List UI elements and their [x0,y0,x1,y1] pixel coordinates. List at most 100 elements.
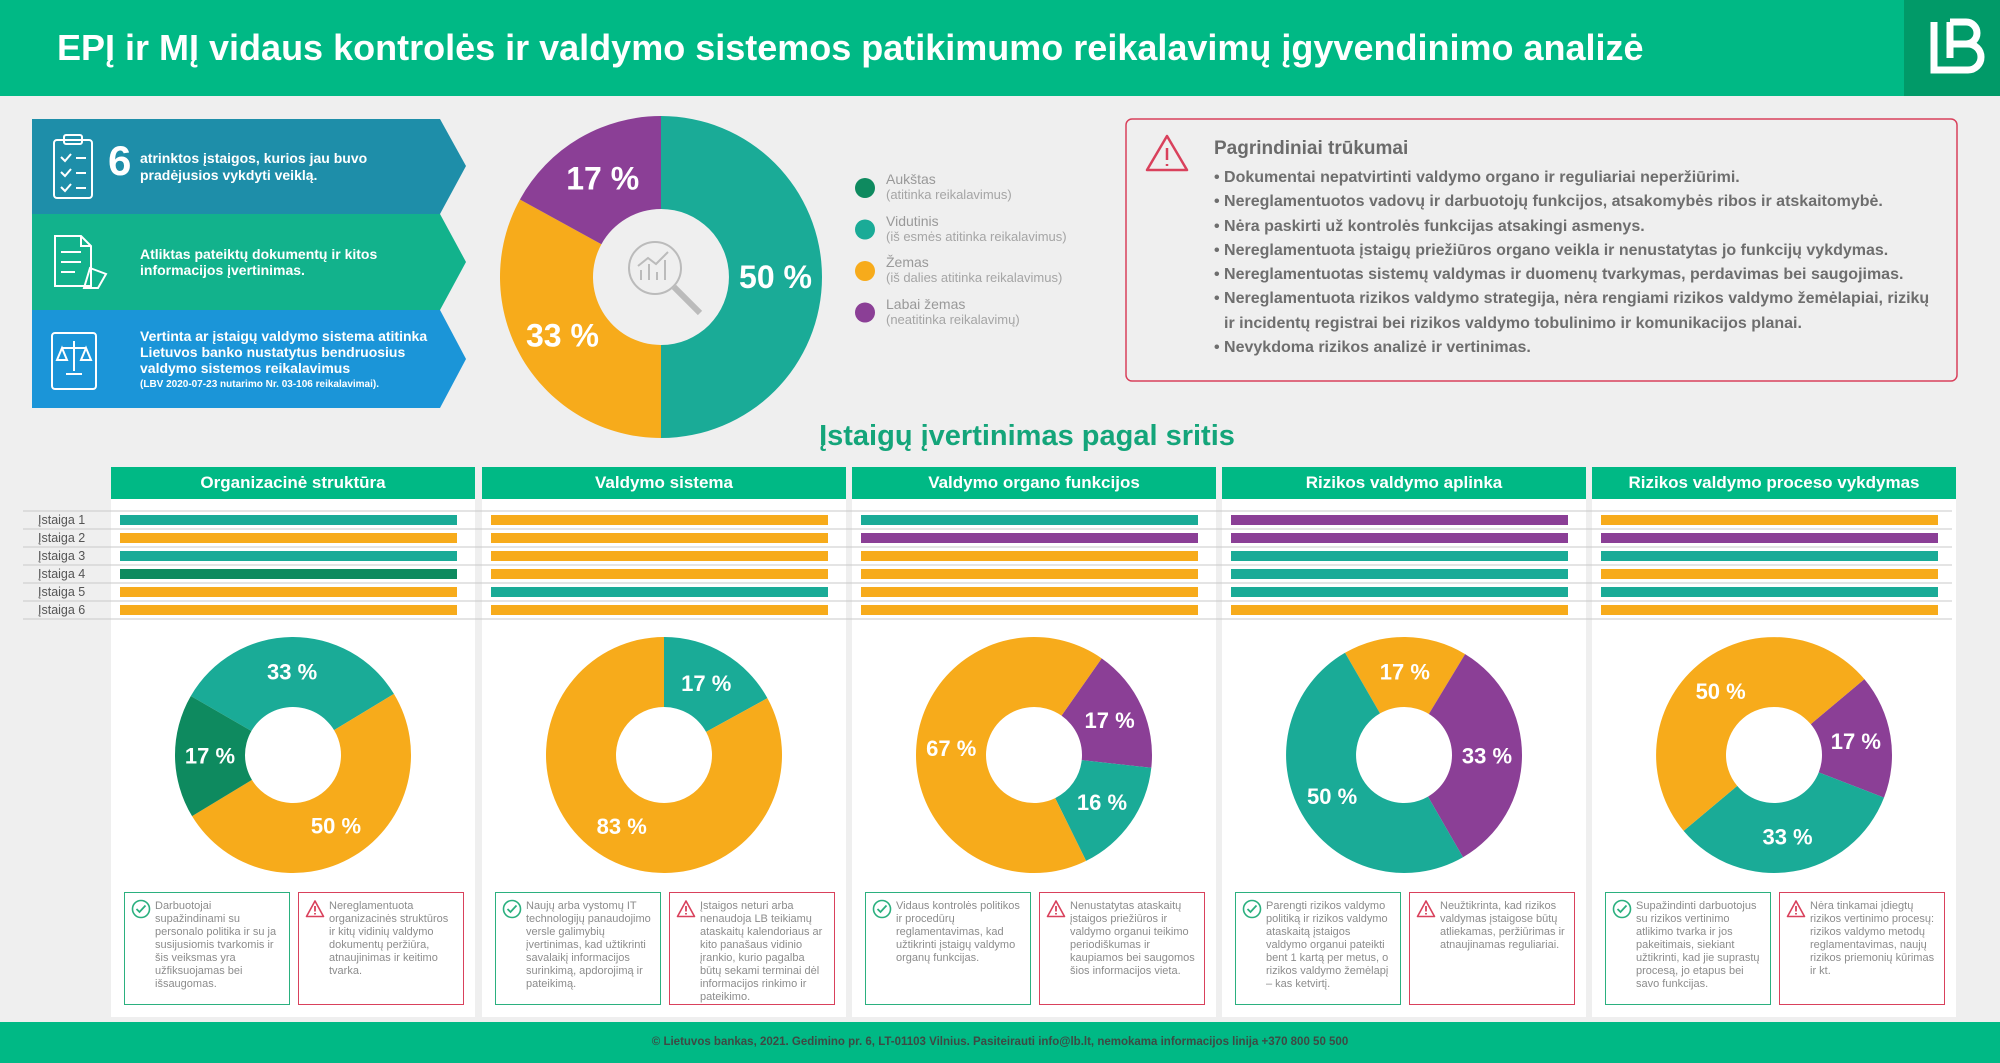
clipboard-clip [63,134,83,145]
column-title: Valdymo organo funkcijos [928,473,1140,492]
warning-icon [1046,900,1066,918]
rating-bar [1231,533,1568,543]
step-content: atrinktos įstaigos, kurios jau buvo prad… [140,150,440,182]
magnifier-chart [637,251,669,280]
donut-slice [1428,654,1522,858]
rating-bar [1231,551,1568,561]
check-circle [131,899,151,919]
footer-text: © Lietuvos bankas, 2021. Gedimino pr. 6,… [651,1036,1349,1048]
magnifier-lens [628,241,682,295]
rating-bar [491,533,828,543]
deficiency-item: Nereglamentuotos vadovų ir darbuotojų fu… [1214,190,1944,214]
warning-triangle [1786,900,1806,918]
strength-note: Supažindinti darbuotojus su rizikos vert… [1605,892,1771,1005]
donut-slice [1055,760,1152,861]
donut-slice [1656,637,1865,831]
strength-note: Vidaus kontrolės politikos ir procedūrų … [865,892,1031,1005]
legend-swatch [855,302,875,323]
donut-slice [1810,679,1892,798]
weakness-note: Nereglamentuota organizacinės struktūros… [298,892,464,1005]
logo-l [1930,22,1962,74]
legend-name: Žemas [886,254,929,270]
legend-swatch [855,219,875,240]
deficiencies-title: Pagrindiniai trūkumai [1214,138,1409,159]
rating-bar [1601,551,1938,561]
donut-slice [192,693,412,873]
legend-swatch [855,178,875,198]
check-mark [876,904,888,914]
weakness-note: Įstaigos neturi arba nenaudoja LB teikia… [669,892,835,1005]
donut-slice [546,637,782,873]
warning-icon [1416,900,1436,918]
document-icon [54,235,92,287]
weakness-note: Nėra tinkamai įdiegtų rizikos vertinimo … [1779,892,1945,1005]
slice-label: 50 % [1696,679,1746,704]
rating-bar [120,605,457,615]
logo-b [1946,18,1985,74]
rating-bar [861,533,1198,543]
donut-slice [500,199,661,438]
page-title: EPĮ ir MĮ vidaus kontrolės ir valdymo si… [57,27,1644,68]
check-mark [1246,904,1258,914]
donut-slice [190,637,394,731]
rating-bar [1231,569,1568,579]
column-header [111,467,475,499]
column-header [852,467,1216,499]
donut-slice [1286,652,1463,873]
weakness-text: Nėra tinkamai įdiegtų rizikos vertinimo … [1810,900,1935,977]
rating-bar [1231,605,1568,615]
weakness-text: Nereglamentuota organizacinės struktūros… [329,900,449,977]
warning-triangle [676,900,696,918]
strength-text: Naujų arba vystomų IT technologijų panau… [526,900,651,990]
slice-label: 17 % [185,743,235,768]
donut-slice [1683,772,1885,873]
step-text-box: Atliktas pateiktų dokumentų ir kitos inf… [140,214,440,310]
step-box [32,214,466,310]
slice-label: 16 % [1077,790,1127,815]
warning-triangle [305,900,325,918]
rating-bar [861,587,1198,597]
step-box [32,310,466,408]
row-label: Įstaiga 3 [38,549,86,563]
check-icon [1612,899,1632,919]
slice-label: 83 % [597,814,647,839]
slice-label: 33 % [526,317,599,353]
rating-bar [491,605,828,615]
legend-note: (neatitinka reikalavimų) [886,311,1020,327]
donut-slice [1345,637,1466,714]
rating-bar [861,605,1198,615]
weakness-note: Nenustatytas ataskaitų įstaigos priežiūr… [1039,892,1205,1005]
row-label: Įstaiga 2 [38,531,86,545]
step-text: atrinktos įstaigos, kurios jau buvo prad… [140,150,368,183]
legend-swatch [855,261,875,281]
checklist-lines [60,153,86,193]
check-circle [1612,899,1632,919]
rating-bar [491,587,828,597]
row-label: Įstaiga 6 [38,603,86,617]
header-bar [0,0,2000,96]
legend-note: (iš esmės atitinka reikalavimus) [886,228,1067,244]
warning-icon [305,900,325,918]
row-label: Įstaiga 4 [38,567,86,581]
slice-label: 17 % [1831,729,1881,754]
scales-icon [55,341,93,375]
rating-bar [491,551,828,561]
donut-slice [519,116,661,245]
slice-label: 50 % [311,813,361,838]
warning-icon [676,900,696,918]
donut-slice [1061,658,1152,768]
column-title: Valdymo sistema [595,473,733,492]
column-header [1222,467,1586,499]
check-icon [1242,899,1262,919]
row-label: Įstaiga 1 [38,513,86,527]
check-circle [872,899,892,919]
legend-note: (iš dalies atitinka reikalavimus) [886,270,1063,285]
deficiency-item: Nevykdoma rizikos analizė ir vertinimas. [1214,336,1944,360]
deficiency-item: Nėra paskirti už kontrolės funkcijas ats… [1214,215,1944,239]
deficiency-item: Dokumentai nepatvirtinti valdymo organo … [1214,166,1944,190]
rating-bar [120,515,457,525]
rating-bar [491,515,828,525]
weakness-note: Neužtikrinta, kad rizikos valdymas įstai… [1409,892,1575,1005]
